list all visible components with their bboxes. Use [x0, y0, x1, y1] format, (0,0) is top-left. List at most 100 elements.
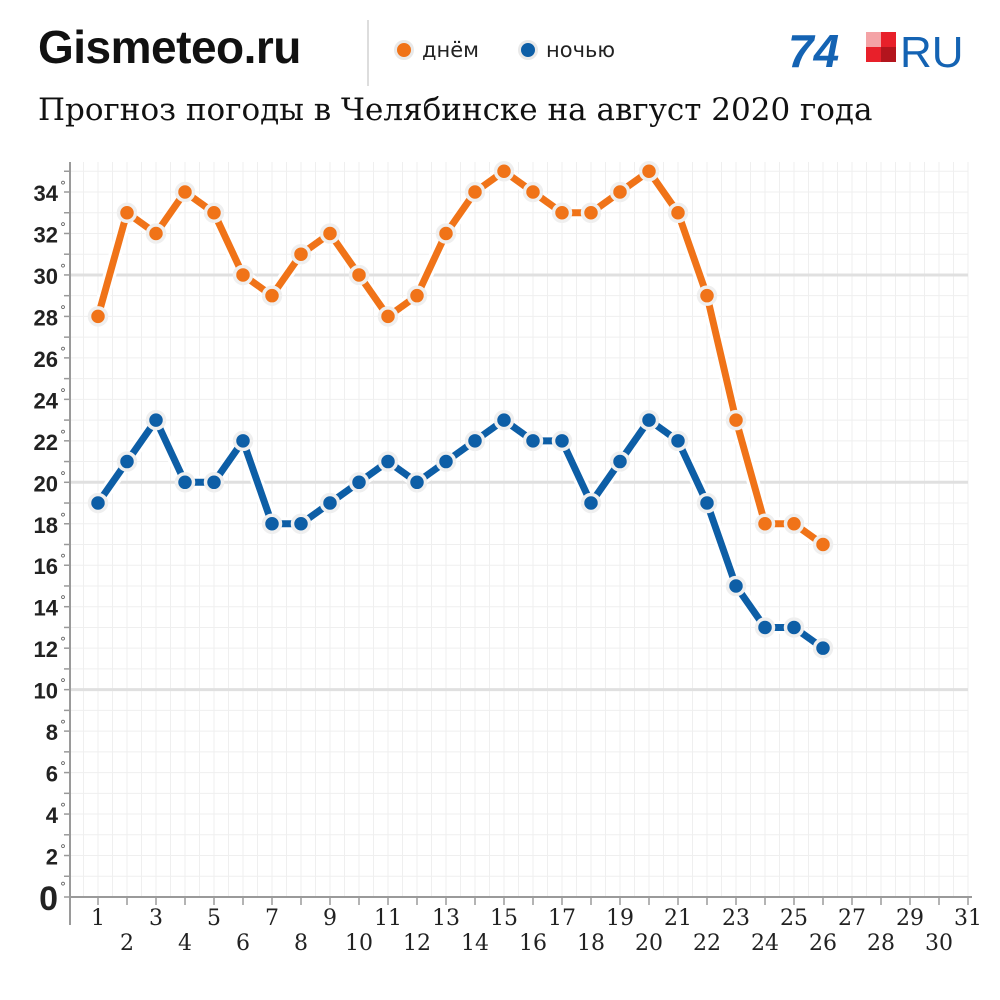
y-tick-unit: ° — [60, 511, 66, 525]
series-day-point — [464, 181, 486, 203]
series-night-point — [290, 513, 312, 535]
x-tick-label: 25 — [780, 906, 808, 931]
brand-title: Gismeteo.ru — [38, 21, 301, 73]
series-night-point — [174, 472, 196, 493]
legend-night: ночью — [518, 38, 615, 62]
series-day-point — [638, 161, 660, 182]
series-day-point — [406, 285, 428, 306]
logo-74ru: 74 RU — [788, 26, 964, 74]
x-tick-label: 9 — [323, 906, 337, 931]
x-tick-label: 30 — [925, 931, 953, 956]
chart-title: Прогноз погоды в Челябинске на август 20… — [38, 92, 873, 128]
series-day-point — [696, 285, 718, 306]
y-tick-label: 16 — [34, 554, 58, 579]
chart-grid — [70, 162, 969, 898]
x-tick-label: 29 — [896, 906, 924, 931]
series-night-point — [319, 492, 341, 514]
y-tick-unit: ° — [60, 262, 66, 276]
series-day-point — [87, 306, 109, 327]
series-night-point — [406, 472, 428, 493]
series-night-point — [435, 451, 457, 472]
y-tick-unit: ° — [60, 220, 66, 234]
series-day-point — [667, 202, 689, 223]
series-night-point — [261, 513, 283, 535]
y-tick-label: 32 — [34, 222, 58, 247]
series-day-point — [261, 285, 283, 306]
y-tick-unit: ° — [60, 635, 66, 649]
x-tick-label: 10 — [345, 931, 373, 956]
logo-square-dark-icon — [881, 47, 896, 62]
x-tick-label: 3 — [149, 906, 163, 931]
x-tick-label: 31 — [954, 906, 982, 931]
series-night-point — [87, 492, 109, 514]
series-day-point — [435, 223, 457, 244]
series-night-point — [493, 409, 515, 431]
logo-square-red-icon — [881, 32, 896, 47]
y-tick-unit: ° — [60, 552, 66, 566]
legend-night-marker-icon — [518, 40, 538, 60]
x-tick-label: 14 — [461, 931, 489, 956]
logo-number: 74 — [788, 26, 839, 74]
series-day-point — [522, 181, 544, 203]
y-tick-label: 12 — [34, 637, 58, 662]
legend-day: днём — [394, 38, 479, 62]
y-tick-label: 30 — [34, 264, 58, 289]
series-night-point — [667, 430, 689, 452]
x-tick-label: 7 — [265, 906, 279, 931]
series-night-point — [812, 637, 834, 659]
series-night-point — [464, 430, 486, 452]
series-night-point — [725, 575, 747, 597]
logo-suffix: RU — [900, 28, 964, 74]
series-day-point — [725, 409, 747, 431]
x-tick-label: 26 — [809, 931, 837, 956]
x-tick-label: 28 — [867, 931, 895, 956]
y-tick-unit: ° — [60, 718, 66, 732]
series-night-point — [696, 492, 718, 514]
series-night-point — [348, 472, 370, 493]
series-day-point — [551, 202, 573, 223]
y-tick-unit: ° — [60, 880, 66, 894]
y-tick-unit: ° — [60, 677, 66, 691]
series-night-point — [232, 430, 254, 452]
series-day-point — [580, 202, 602, 223]
x-tick-label: 18 — [577, 931, 605, 956]
series-night-point — [609, 451, 631, 472]
legend-day-marker-icon — [394, 40, 414, 60]
logo-square-light-icon — [866, 32, 881, 47]
x-tick-label: 13 — [432, 906, 460, 931]
y-tick-unit: ° — [60, 345, 66, 359]
series-night-point — [116, 451, 138, 472]
series-day-point — [609, 181, 631, 203]
logo-square-red2-icon — [866, 47, 881, 62]
x-tick-label: 27 — [838, 906, 866, 931]
x-tick-label: 8 — [294, 931, 308, 956]
series-day-point — [116, 202, 138, 223]
y-tick-label: 20 — [34, 471, 58, 496]
series-night-point — [580, 492, 602, 514]
x-tick-label: 16 — [519, 931, 547, 956]
series-day-point — [348, 264, 370, 286]
x-tick-label: 12 — [403, 931, 431, 956]
y-tick-unit: ° — [60, 760, 66, 774]
header-divider — [367, 20, 369, 86]
y-tick-unit: ° — [60, 469, 66, 483]
legend-day-label: днём — [422, 38, 480, 62]
x-tick-label: 15 — [490, 906, 518, 931]
x-tick-label: 11 — [374, 906, 402, 931]
y-tick-label: 24 — [34, 388, 59, 413]
series-day-line — [94, 167, 827, 548]
series-day-point — [812, 534, 834, 555]
y-tick-label: 8 — [46, 720, 58, 745]
series-night-point — [551, 430, 573, 452]
x-tick-label: 22 — [693, 931, 721, 956]
series-day-point — [493, 161, 515, 182]
y-tick-label: 18 — [34, 513, 58, 538]
series-night-point — [145, 409, 167, 431]
y-tick-unit: ° — [60, 801, 66, 815]
x-tick-label: 24 — [751, 931, 779, 956]
x-tick-label: 1 — [91, 906, 105, 931]
series-day-point — [754, 513, 776, 535]
y-tick-unit: ° — [60, 594, 66, 608]
chart-tick-labels: 0 °2 °4 °6 °8 °10 °12 °14 °16 °18 °20 °22 °24 °26 °28 °… — [34, 179, 982, 956]
